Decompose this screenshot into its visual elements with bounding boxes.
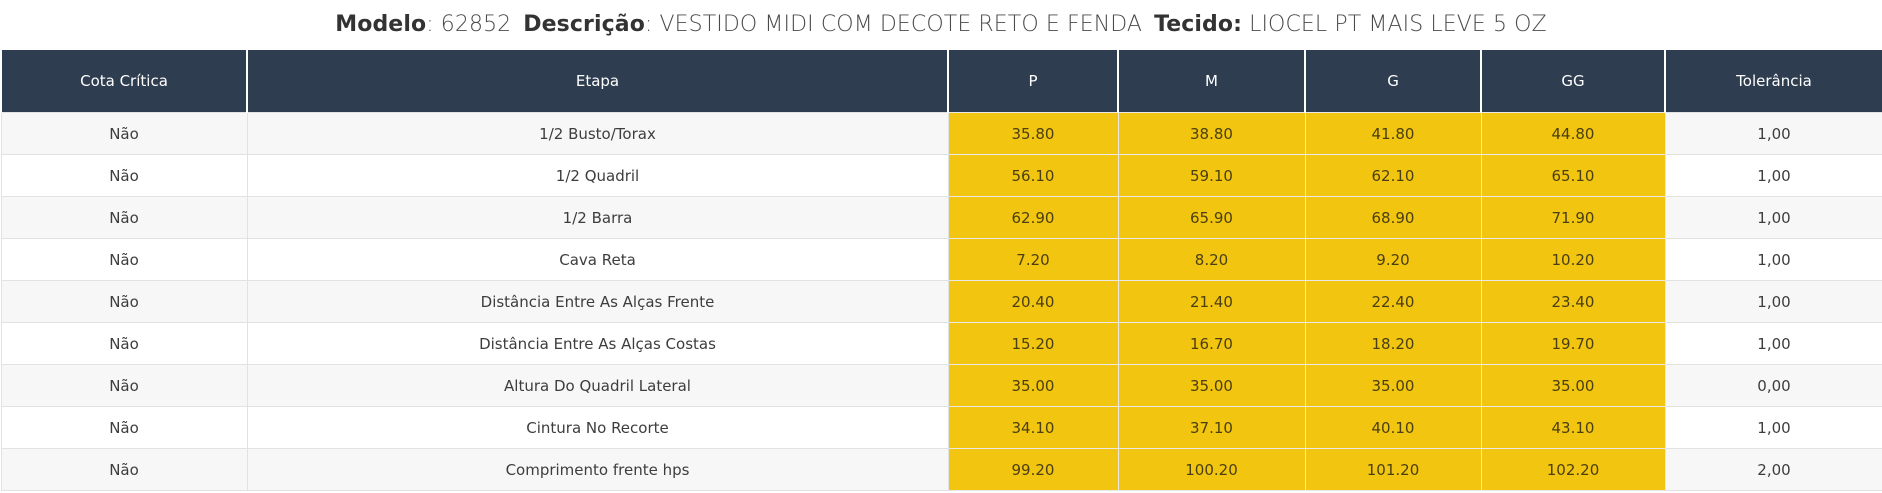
column-header-tolerancia: Tolerância	[1664, 50, 1882, 113]
cell-size-g: 9.20	[1304, 238, 1482, 281]
cell-etapa: Comprimento frente hps	[246, 448, 949, 491]
cell-etapa: 1/2 Busto/Torax	[246, 112, 949, 155]
descricao-label: Descrição	[523, 12, 645, 37]
cell-size-m: 37.10	[1117, 406, 1306, 449]
column-header-cota-critica: Cota Crítica	[0, 50, 248, 113]
cell-cota-critica: Não	[0, 280, 248, 323]
cell-etapa: Distância Entre As Alças Frente	[246, 280, 949, 323]
cell-size-g: 35.00	[1304, 364, 1482, 407]
cell-cota-critica: Não	[0, 322, 248, 365]
column-header-g: G	[1304, 50, 1482, 113]
cell-size-g: 62.10	[1304, 154, 1482, 197]
cell-cota-critica: Não	[0, 154, 248, 197]
cell-tolerancia: 1,00	[1664, 196, 1882, 239]
cell-size-m: 38.80	[1117, 112, 1306, 155]
cell-tolerancia: 1,00	[1664, 112, 1882, 155]
cell-etapa: Distância Entre As Alças Costas	[246, 322, 949, 365]
cell-cota-critica: Não	[0, 364, 248, 407]
cell-tolerancia: 0,00	[1664, 364, 1882, 407]
modelo-value: 62852	[440, 12, 512, 37]
cell-size-m: 21.40	[1117, 280, 1306, 323]
cell-etapa: 1/2 Barra	[246, 196, 949, 239]
cell-size-m: 35.00	[1117, 364, 1306, 407]
cell-size-g: 101.20	[1304, 448, 1482, 491]
measurement-table: Cota Crítica Etapa P M G GG Tolerância N…	[0, 50, 1882, 491]
cell-cota-critica: Não	[0, 406, 248, 449]
table-row: Não 1/2 Barra 62.90 65.90 68.90 71.90 1,00	[0, 196, 1882, 239]
cell-size-p: 99.20	[947, 448, 1119, 491]
table-row: Não Cava Reta 7.20 8.20 9.20 10.20 1,00	[0, 238, 1882, 281]
product-header: Modelo: 62852 Descrição: VESTIDO MIDI COM…	[335, 12, 1547, 37]
cell-size-gg: 43.10	[1480, 406, 1666, 449]
cell-size-m: 65.90	[1117, 196, 1306, 239]
tecido-value: LIOCEL PT MAIS LEVE 5 OZ	[1249, 12, 1547, 37]
cell-size-m: 59.10	[1117, 154, 1306, 197]
table-body: Não 1/2 Busto/Torax 35.80 38.80 41.80 44.80 1,…	[0, 112, 1882, 491]
cell-tolerancia: 1,00	[1664, 280, 1882, 323]
cell-size-gg: 23.40	[1480, 280, 1666, 323]
column-header-gg: GG	[1480, 50, 1666, 113]
cell-cota-critica: Não	[0, 112, 248, 155]
cell-size-g: 18.20	[1304, 322, 1482, 365]
table-row: Não Comprimento frente hps 99.20 100.20 101.…	[0, 448, 1882, 491]
cell-size-gg: 19.70	[1480, 322, 1666, 365]
cell-etapa: 1/2 Quadril	[246, 154, 949, 197]
cell-cota-critica: Não	[0, 238, 248, 281]
cell-cota-critica: Não	[0, 196, 248, 239]
column-header-etapa: Etapa	[246, 50, 949, 113]
cell-size-gg: 44.80	[1480, 112, 1666, 155]
cell-etapa: Cava Reta	[246, 238, 949, 281]
cell-cota-critica: Não	[0, 448, 248, 491]
cell-size-p: 15.20	[947, 322, 1119, 365]
cell-tolerancia: 2,00	[1664, 448, 1882, 491]
cell-size-p: 20.40	[947, 280, 1119, 323]
table-row: Não Distância Entre As Alças Frente 20.40 2…	[0, 280, 1882, 323]
cell-size-gg: 71.90	[1480, 196, 1666, 239]
column-header-p: P	[947, 50, 1119, 113]
cell-size-p: 56.10	[947, 154, 1119, 197]
cell-size-g: 41.80	[1304, 112, 1482, 155]
cell-tolerancia: 1,00	[1664, 406, 1882, 449]
cell-size-g: 22.40	[1304, 280, 1482, 323]
cell-size-m: 8.20	[1117, 238, 1306, 281]
descricao-value: VESTIDO MIDI COM DECOTE RETO E FENDA	[659, 12, 1143, 37]
cell-tolerancia: 1,00	[1664, 322, 1882, 365]
cell-tolerancia: 1,00	[1664, 154, 1882, 197]
table-row: Não Cintura No Recorte 34.10 37.10 40.10 43.1…	[0, 406, 1882, 449]
table-row: Não 1/2 Busto/Torax 35.80 38.80 41.80 44.80 1,…	[0, 112, 1882, 155]
cell-size-p: 34.10	[947, 406, 1119, 449]
cell-size-gg: 10.20	[1480, 238, 1666, 281]
cell-etapa: Cintura No Recorte	[246, 406, 949, 449]
modelo-label: Modelo	[335, 12, 427, 37]
cell-size-gg: 102.20	[1480, 448, 1666, 491]
cell-size-p: 62.90	[947, 196, 1119, 239]
table-row: Não Altura Do Quadril Lateral 35.00 35.00 35…	[0, 364, 1882, 407]
cell-size-gg: 35.00	[1480, 364, 1666, 407]
cell-size-g: 40.10	[1304, 406, 1482, 449]
cell-etapa: Altura Do Quadril Lateral	[246, 364, 949, 407]
column-header-m: M	[1117, 50, 1306, 113]
cell-size-p: 35.00	[947, 364, 1119, 407]
table-row: Não 1/2 Quadril 56.10 59.10 62.10 65.10 1,00	[0, 154, 1882, 197]
cell-size-m: 16.70	[1117, 322, 1306, 365]
cell-size-g: 68.90	[1304, 196, 1482, 239]
cell-size-p: 35.80	[947, 112, 1119, 155]
cell-size-gg: 65.10	[1480, 154, 1666, 197]
cell-tolerancia: 1,00	[1664, 238, 1882, 281]
cell-size-p: 7.20	[947, 238, 1119, 281]
cell-size-m: 100.20	[1117, 448, 1306, 491]
table-row: Não Distância Entre As Alças Costas 15.20 1…	[0, 322, 1882, 365]
tecido-label: Tecido:	[1154, 12, 1243, 37]
table-header-row: Cota Crítica Etapa P M G GG Tolerância	[0, 50, 1882, 113]
